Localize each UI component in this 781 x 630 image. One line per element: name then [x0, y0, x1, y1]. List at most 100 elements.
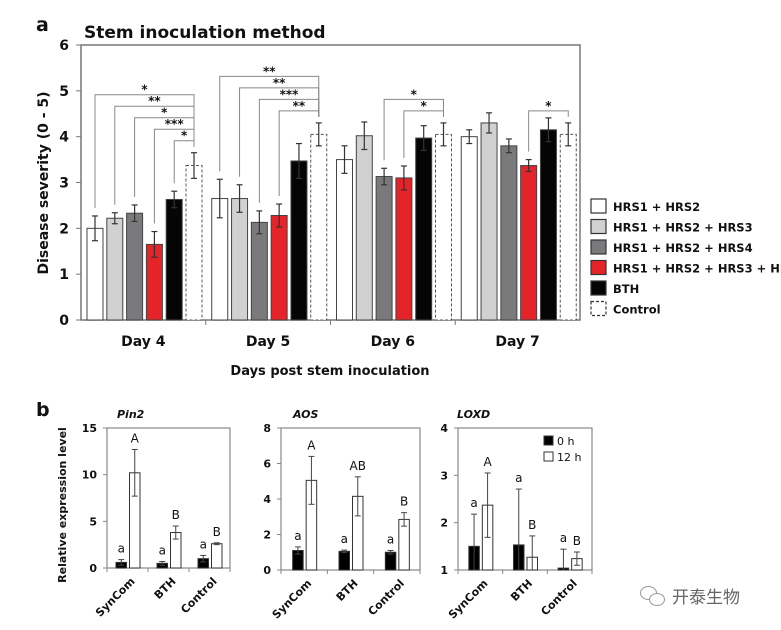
legend-swatch: [543, 435, 554, 446]
significance-letter: a: [515, 471, 522, 485]
bar: [290, 160, 308, 321]
legend-swatch: [590, 239, 607, 255]
legend-swatch: [590, 280, 607, 296]
y-tick-label: 10: [82, 469, 98, 482]
bar: [185, 165, 203, 321]
x-tick-label: Day 4: [121, 334, 166, 350]
significance-bracket: [219, 75, 320, 172]
significance-label: ***: [280, 87, 300, 101]
legend-label: BTH: [613, 282, 639, 296]
y-tick-label: 3: [440, 469, 448, 482]
significance-letter: B: [400, 495, 408, 509]
bar: [106, 217, 124, 321]
significance-letter: a: [294, 529, 301, 543]
y-tick-label: 15: [82, 422, 97, 435]
significance-label: *: [545, 99, 552, 113]
chart-aos: 0 2 4 6 8 SynCom BTH Control a a a A AB B: [263, 422, 421, 621]
x-tick-label: SynCom: [446, 577, 491, 622]
bar: [165, 198, 183, 321]
chart-pin2-title: Pin2: [117, 408, 145, 421]
significance-label: **: [148, 94, 161, 108]
chart-loxd-title: LOXD: [457, 408, 490, 421]
x-tick-label: Day 6: [371, 334, 415, 350]
significance-letter: A: [131, 431, 140, 445]
bar: [336, 159, 353, 321]
legend-swatch: [590, 300, 607, 317]
significance-label: *: [421, 99, 428, 113]
y-tick-label: 4: [440, 422, 448, 435]
significance-letter: B: [172, 508, 180, 522]
watermark-text: 开泰生物: [672, 588, 740, 608]
bar: [355, 135, 373, 321]
chart-a-xlabel: Days post stem inoculation: [230, 364, 429, 379]
y-tick-label: 4: [263, 493, 271, 506]
x-tick-label: Control: [366, 577, 407, 618]
plot-frame: [457, 427, 593, 571]
chart-a-ylabel: Disease severity (0 - 5): [36, 91, 52, 274]
significance-bracket: [173, 140, 195, 184]
significance-bracket: [153, 128, 195, 224]
significance-bracket: [403, 110, 444, 158]
y-tick-label: 6: [59, 38, 69, 54]
y-tick-label: 8: [263, 422, 271, 435]
significance-label: *: [411, 87, 418, 101]
bar: [250, 221, 268, 321]
y-tick-label: 0: [59, 313, 69, 329]
y-tick-label: 1: [59, 267, 69, 283]
chart-pin2: 0 5 10 15 SynCom BTH Control a a a A B B: [82, 422, 231, 619]
panel-b-label: b: [36, 399, 50, 421]
y-tick-label: 2: [263, 529, 271, 542]
significance-label: *: [181, 129, 188, 143]
significance-label: **: [293, 99, 306, 113]
significance-label: *: [161, 106, 168, 120]
bar: [480, 122, 498, 321]
significance-letter: A: [307, 438, 316, 452]
y-tick-label: 6: [263, 458, 271, 471]
significance-letter: a: [159, 543, 166, 557]
legend-label: 12 h: [557, 451, 581, 464]
y-tick-label: 2: [59, 221, 69, 237]
legend-label: Control: [613, 303, 661, 317]
plot-frame: [106, 427, 231, 569]
bar: [384, 551, 397, 571]
bar: [270, 215, 288, 321]
significance-letter: a: [118, 542, 125, 556]
significance-bracket: [258, 98, 320, 203]
y-tick-label: 0: [263, 564, 271, 577]
legend-swatch: [590, 198, 607, 214]
significance-letter: a: [387, 532, 394, 546]
significance-letter: a: [200, 537, 207, 551]
chart-loxd: 1 2 3 4 SynCom BTH Control a a a A B B 0 h 12 h: [440, 422, 593, 622]
bar: [520, 165, 538, 321]
bar: [211, 543, 223, 569]
bar: [231, 198, 249, 321]
chart-a-legend: HRS1 + HRS2 HRS1 + HRS2 + HRS3 HRS1 + HRS2…: [590, 198, 781, 317]
legend-swatch: [543, 451, 554, 462]
significance-letter: B: [213, 525, 221, 539]
y-tick-label: 5: [59, 84, 69, 100]
x-tick-label: Day 7: [495, 334, 539, 350]
significance-bracket: [278, 110, 320, 197]
legend-label: 0 h: [557, 435, 574, 448]
bar: [539, 129, 557, 321]
significance-bracket: [94, 94, 195, 208]
bar: [86, 227, 104, 321]
significance-label: ***: [165, 117, 185, 131]
significance-label: *: [141, 83, 148, 97]
significance-letter: A: [483, 455, 492, 469]
significance-label: **: [273, 76, 286, 90]
significance-bracket: [528, 110, 569, 152]
significance-letter: a: [341, 532, 348, 546]
significance-label: **: [263, 64, 276, 78]
significance-bracket: [383, 98, 444, 161]
significance-letter: a: [560, 531, 567, 545]
x-tick-label: BTH: [508, 577, 535, 604]
bar: [310, 133, 328, 321]
y-tick-label: 5: [89, 515, 97, 528]
bar: [375, 176, 393, 321]
legend-label: HRS1 + HRS2 + HRS3 + HRS4: [613, 262, 781, 276]
legend-label: HRS1 + HRS2 + HRS4: [613, 241, 753, 255]
x-tick-label: Control: [538, 577, 579, 618]
y-tick-label: 0: [89, 562, 97, 575]
